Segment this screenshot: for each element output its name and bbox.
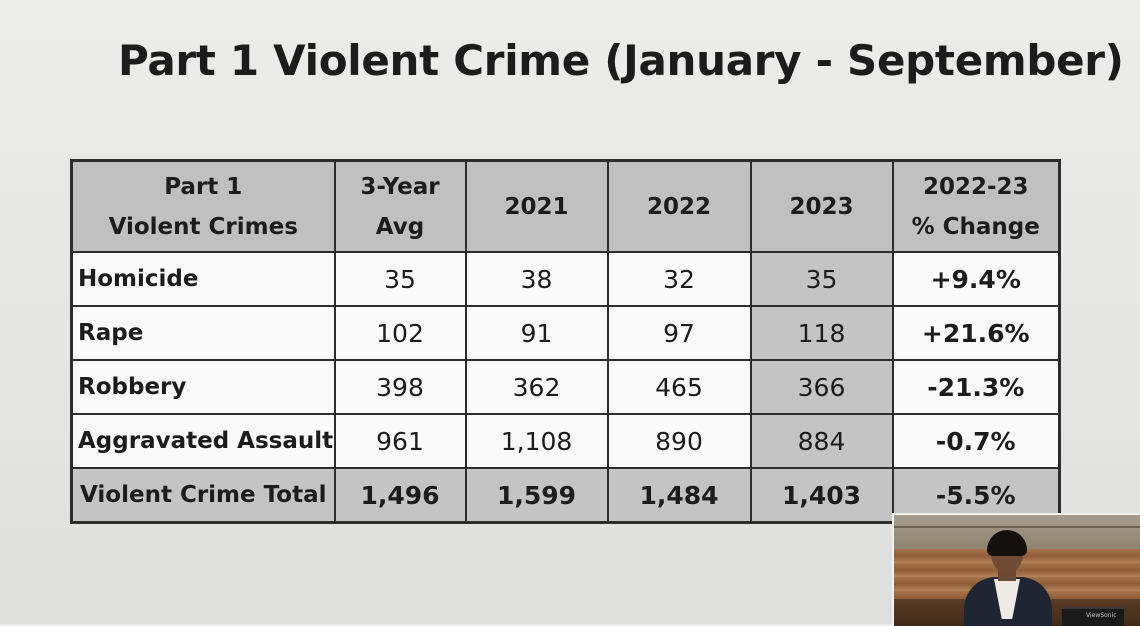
cell-2021: 1,108 — [464, 413, 609, 469]
cell-2022: 890 — [606, 413, 752, 469]
total-2021: 1,599 — [464, 467, 609, 524]
table-row-robbery: Robbery 398 362 465 366 -21.3% — [70, 359, 1061, 415]
cell-2023: 884 — [749, 413, 894, 469]
header-2021: 2021 — [464, 159, 609, 253]
cell-pct-change: -21.3% — [891, 359, 1061, 415]
header-3yr-avg: 3-Year Avg — [333, 159, 467, 253]
header-avg-line2: Avg — [375, 213, 425, 240]
header-crime-line1: Part 1 — [164, 173, 243, 200]
monitor-brand-label: ViewSonic — [1086, 612, 1117, 619]
cell-3yr-avg: 102 — [333, 305, 467, 361]
slide-title: Part 1 Violent Crime (January - Septembe… — [118, 36, 1124, 85]
cell-pct-change: -0.7% — [891, 413, 1061, 469]
total-2023: 1,403 — [749, 467, 894, 524]
cell-pct-change: +9.4% — [891, 251, 1061, 307]
header-change-line1: 2022-23 — [922, 173, 1029, 200]
header-2023: 2023 — [749, 159, 894, 253]
header-change-line2: % Change — [911, 213, 1040, 240]
speaker-hair — [987, 530, 1027, 556]
cell-2022: 97 — [606, 305, 752, 361]
total-2022: 1,484 — [606, 467, 752, 524]
crime-label: Homicide — [70, 251, 336, 307]
cell-3yr-avg: 398 — [333, 359, 467, 415]
crime-label: Rape — [70, 305, 336, 361]
table-header-row: Part 1 Violent Crimes 3-Year Avg 2021 20… — [70, 159, 1061, 253]
cell-2022: 465 — [606, 359, 752, 415]
cell-3yr-avg: 961 — [333, 413, 467, 469]
cell-2021: 38 — [464, 251, 609, 307]
cell-2022: 32 — [606, 251, 752, 307]
cell-2023: 118 — [749, 305, 894, 361]
cell-2023: 35 — [749, 251, 894, 307]
cell-2021: 91 — [464, 305, 609, 361]
header-pct-change: 2022-23 % Change — [891, 159, 1061, 253]
cell-2021: 362 — [464, 359, 609, 415]
header-crime-line2: Violent Crimes — [108, 213, 298, 240]
violent-crime-table: Part 1 Violent Crimes 3-Year Avg 2021 20… — [70, 159, 1061, 524]
total-3yr-avg: 1,496 — [333, 467, 467, 524]
header-avg-line1: 3-Year — [360, 173, 440, 200]
crime-label: Robbery — [70, 359, 336, 415]
header-2022: 2022 — [606, 159, 752, 253]
header-crime-type: Part 1 Violent Crimes — [70, 159, 336, 253]
cell-pct-change: +21.6% — [891, 305, 1061, 361]
desk-monitor — [1062, 607, 1124, 626]
speaker-video-feed: ViewSonic — [892, 513, 1140, 626]
total-label: Violent Crime Total — [70, 467, 336, 524]
table-row-homicide: Homicide 35 38 32 35 +9.4% — [70, 251, 1061, 307]
crime-label: Aggravated Assault — [70, 413, 336, 469]
table-row-aggravated-assault: Aggravated Assault 961 1,108 890 884 -0.… — [70, 413, 1061, 469]
cell-2023: 366 — [749, 359, 894, 415]
table-row-total: Violent Crime Total 1,496 1,599 1,484 1,… — [70, 467, 1061, 524]
table-row-rape: Rape 102 91 97 118 +21.6% — [70, 305, 1061, 361]
cell-3yr-avg: 35 — [333, 251, 467, 307]
